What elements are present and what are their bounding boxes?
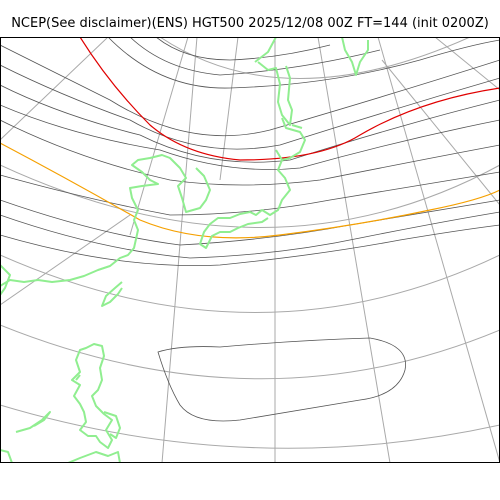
graticule-meridians	[0, 37, 500, 463]
height-contours	[0, 37, 500, 422]
coastlines	[0, 37, 369, 463]
chart-title: NCEP(See disclaimer)(ENS) HGT500 2025/12…	[11, 16, 489, 31]
map-panel	[0, 37, 500, 463]
red-contour	[79, 37, 500, 161]
orange-contour	[0, 142, 500, 239]
